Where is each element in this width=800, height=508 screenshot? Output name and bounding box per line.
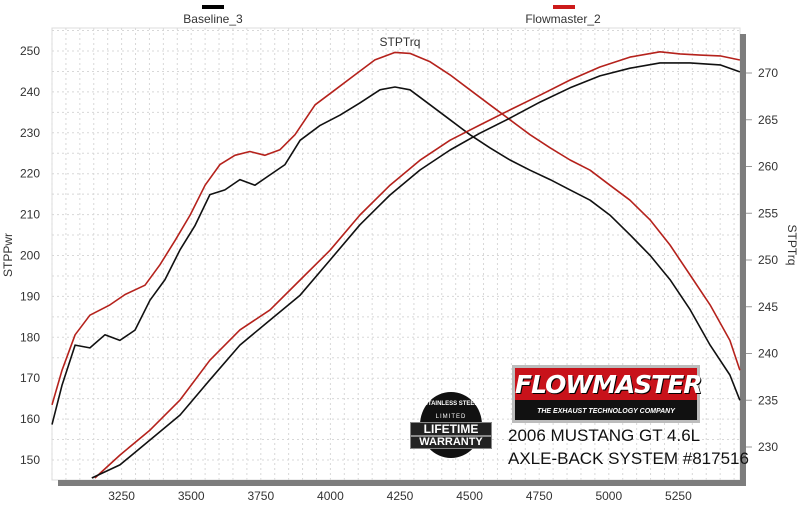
caption-system: AXLE-BACK SYSTEM #817516 — [508, 449, 749, 468]
badge-limited-text: LIMITED — [435, 414, 467, 420]
x-tick-label: 3750 — [247, 489, 274, 503]
legend-swatch-baseline — [202, 5, 224, 9]
y-right-tick-label: 260 — [758, 160, 778, 174]
plot-frame-right — [740, 34, 746, 486]
y-right-tick-label: 240 — [758, 347, 778, 361]
y-left-tick-label: 190 — [20, 289, 40, 303]
y-right-tick-label: 250 — [758, 253, 778, 267]
y-axis-right-label: STPTrq — [785, 225, 799, 266]
y-left-tick-label: 200 — [20, 249, 40, 263]
y-left-tick-label: 150 — [20, 453, 40, 467]
y-left-tick-label: 210 — [20, 208, 40, 222]
x-tick-label: 4000 — [317, 489, 344, 503]
y-left-tick-label: 250 — [20, 44, 40, 58]
y-right-tick-label: 265 — [758, 113, 778, 127]
y-left-tick-label: 240 — [20, 85, 40, 99]
x-tick-label: 3500 — [178, 489, 205, 503]
logo-brand: FLOWMASTER — [515, 370, 703, 399]
x-tick-label: 3250 — [108, 489, 135, 503]
series-lines — [51, 51, 741, 479]
peak-annotation: STPTrq — [380, 35, 421, 49]
logo-tagline: THE EXHAUST TECHNOLOGY COMPANY — [537, 408, 675, 415]
legend-label-flowmaster: Flowmaster_2 — [525, 12, 601, 26]
y-right-tick-label: 270 — [758, 66, 778, 80]
flowmaster-logo: FLOWMASTER THE EXHAUST TECHNOLOGY COMPAN… — [512, 365, 703, 423]
y-left-tick-label: 180 — [20, 330, 40, 344]
badge-lifetime-text: LIFETIME — [410, 422, 492, 436]
axis-ticks: 3250 3500 3750 4000 4250 4500 4750 5000 5250 150 1… — [20, 44, 778, 503]
series-flowmaster-2-stptrq — [51, 51, 741, 406]
x-tick-label: 4500 — [456, 489, 483, 503]
y-axis-left-label: STPPwr — [1, 233, 15, 277]
y-right-tick-label: 245 — [758, 300, 778, 314]
x-tick-label: 5250 — [665, 489, 692, 503]
legend-label-baseline: Baseline_3 — [183, 12, 243, 26]
x-tick-label: 4250 — [387, 489, 414, 503]
badge-warranty-text: WARRANTY — [410, 436, 492, 449]
legend-swatch-flowmaster — [553, 5, 575, 9]
series-baseline-3-stppwr — [91, 62, 741, 479]
y-right-tick-label: 230 — [758, 440, 778, 454]
badge-top-text: STAINLESS STEEL — [423, 401, 479, 407]
y-left-tick-label: 160 — [20, 412, 40, 426]
y-left-tick-label: 230 — [20, 126, 40, 140]
x-tick-label: 5000 — [595, 489, 622, 503]
plot-frame-bottom — [58, 480, 746, 486]
lifetime-warranty-badge: STAINLESS STEEL LIMITED LIFETIME WARRANT… — [408, 392, 494, 464]
series-flowmaster-2-stppwr — [94, 51, 741, 479]
y-left-tick-label: 220 — [20, 167, 40, 181]
x-tick-label: 4750 — [526, 489, 553, 503]
caption-vehicle: 2006 MUSTANG GT 4.6L — [508, 426, 701, 445]
y-left-tick-label: 170 — [20, 371, 40, 385]
y-right-tick-label: 255 — [758, 206, 778, 220]
series-baseline-3-stptrq — [51, 86, 741, 425]
y-right-tick-label: 235 — [758, 393, 778, 407]
